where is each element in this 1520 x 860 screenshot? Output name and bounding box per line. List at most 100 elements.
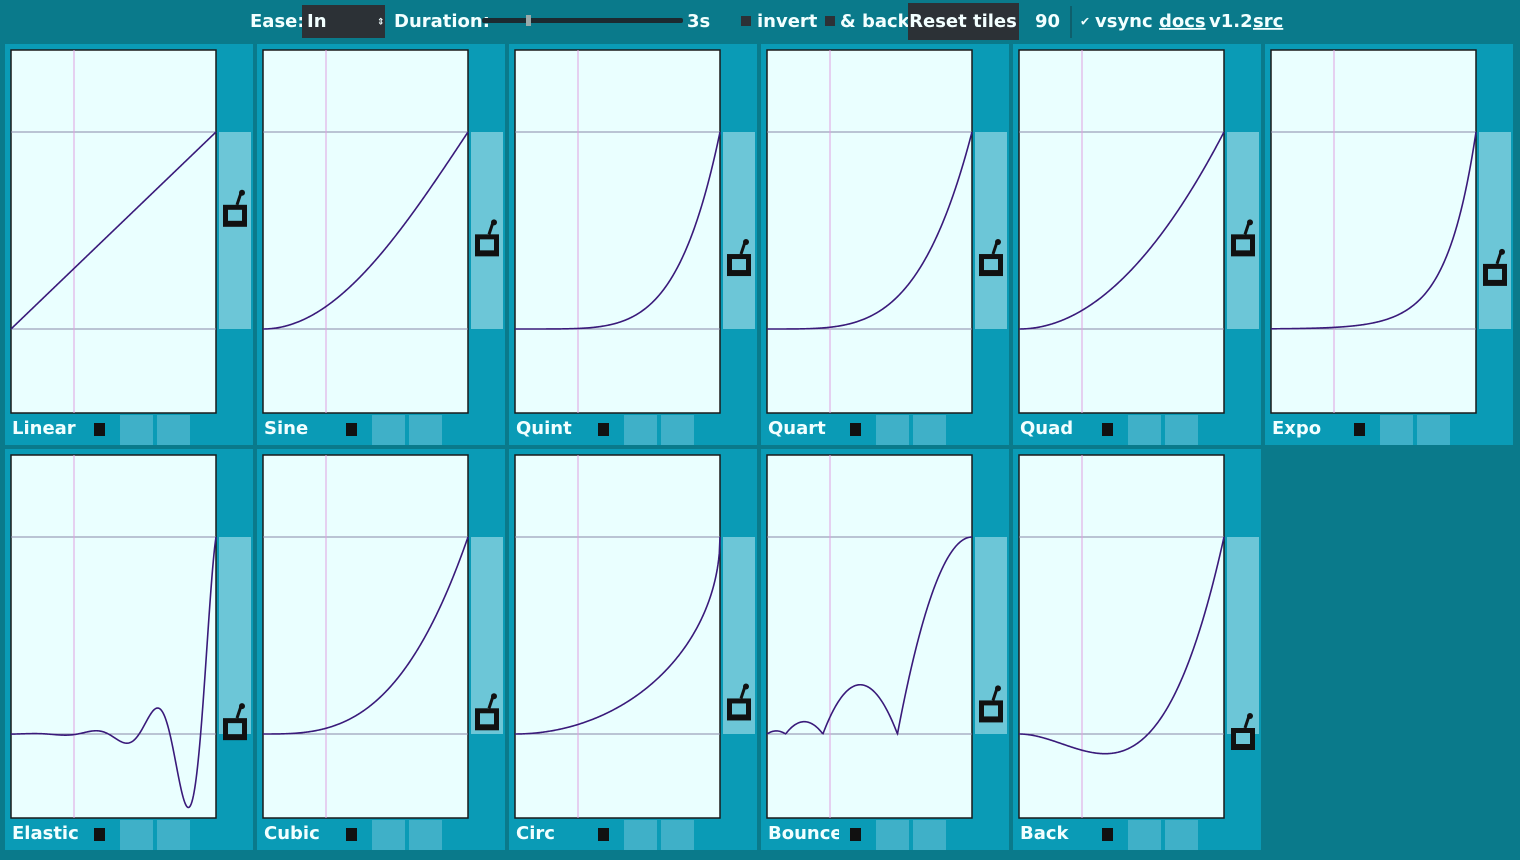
button-icon bbox=[1354, 423, 1365, 436]
plot bbox=[1018, 454, 1225, 819]
tile-label: Back bbox=[1020, 823, 1070, 844]
value-track bbox=[1479, 132, 1511, 329]
robot-antenna-tip bbox=[1247, 713, 1253, 719]
robot-antenna-tip bbox=[491, 219, 497, 226]
plot bbox=[514, 49, 721, 414]
tile-button[interactable] bbox=[157, 415, 190, 445]
robot-face bbox=[228, 209, 242, 221]
plot bbox=[766, 454, 973, 819]
tile-button[interactable] bbox=[1165, 820, 1198, 850]
tile-button[interactable] bbox=[1380, 415, 1413, 445]
robot-face bbox=[1236, 733, 1250, 744]
robot-antenna-tip bbox=[995, 239, 1001, 246]
duration-slider[interactable] bbox=[482, 18, 683, 23]
robot-antenna-tip bbox=[491, 693, 497, 700]
tile-button[interactable] bbox=[1128, 415, 1161, 445]
button-icon bbox=[1102, 828, 1113, 841]
ease-curve bbox=[10, 536, 217, 809]
tile-button[interactable] bbox=[372, 820, 405, 850]
tile-button[interactable] bbox=[661, 820, 694, 850]
robot-antenna-tip bbox=[743, 239, 749, 246]
separator bbox=[1070, 6, 1072, 38]
robot-face bbox=[1488, 268, 1502, 280]
value-track bbox=[471, 537, 503, 734]
plot bbox=[262, 454, 469, 819]
tile-button[interactable] bbox=[157, 820, 190, 850]
ease-curve bbox=[263, 131, 469, 330]
reset-label: Reset tiles bbox=[909, 11, 1017, 32]
fps: 90 bbox=[1035, 11, 1060, 32]
robot-face bbox=[984, 705, 998, 717]
value-track bbox=[1227, 537, 1259, 734]
tile-button[interactable] bbox=[876, 820, 909, 850]
tile-label: Cubic bbox=[264, 823, 320, 844]
plot bbox=[766, 49, 973, 414]
tile-label: Bounce bbox=[768, 823, 843, 844]
value-track bbox=[219, 132, 251, 329]
docs-link[interactable]: docs bbox=[1159, 11, 1206, 32]
ease-curve bbox=[1019, 131, 1225, 330]
value-track bbox=[975, 132, 1007, 329]
invert-checkbox[interactable] bbox=[741, 16, 751, 26]
button-icon bbox=[346, 423, 357, 436]
ease-label: Ease: bbox=[250, 11, 305, 32]
src-link[interactable]: src bbox=[1253, 11, 1283, 32]
reset-button[interactable] bbox=[908, 3, 1019, 40]
tile-button[interactable] bbox=[1165, 415, 1198, 445]
value-track bbox=[219, 537, 251, 734]
tile-label: Quint bbox=[516, 418, 572, 439]
tile-button[interactable] bbox=[1128, 820, 1161, 850]
button-icon bbox=[94, 423, 105, 436]
plot bbox=[1270, 49, 1477, 414]
back-label: & back bbox=[840, 11, 911, 32]
robot-antenna-tip bbox=[239, 189, 245, 196]
tile-button[interactable] bbox=[913, 415, 946, 445]
button-icon bbox=[346, 828, 357, 841]
button-icon bbox=[94, 828, 105, 841]
tile-button[interactable] bbox=[624, 415, 657, 445]
tile-button[interactable] bbox=[876, 415, 909, 445]
tile-label: Sine bbox=[264, 418, 308, 439]
tile-label: Circ bbox=[516, 823, 555, 844]
plot bbox=[1018, 49, 1225, 414]
tile-button[interactable] bbox=[409, 820, 442, 850]
ease-curve bbox=[766, 536, 973, 737]
tile-button[interactable] bbox=[120, 415, 153, 445]
ease-curve bbox=[10, 131, 217, 330]
plot bbox=[262, 49, 469, 414]
ease-select[interactable] bbox=[302, 5, 385, 38]
robot-antenna-tip bbox=[995, 685, 1001, 692]
tile-label: Quad bbox=[1020, 418, 1073, 439]
robot-face bbox=[984, 259, 998, 271]
robot-face bbox=[1236, 239, 1250, 251]
ease-curve bbox=[1270, 131, 1477, 330]
button-icon bbox=[598, 828, 609, 841]
robot-face bbox=[732, 703, 746, 715]
tile-button[interactable] bbox=[372, 415, 405, 445]
tile-button[interactable] bbox=[624, 820, 657, 850]
robot-antenna-tip bbox=[743, 683, 749, 690]
slider-handle[interactable] bbox=[526, 15, 531, 26]
tile-button[interactable] bbox=[120, 820, 153, 850]
version: v1.2 bbox=[1209, 11, 1253, 32]
tile-label: Linear bbox=[12, 418, 76, 439]
button-icon bbox=[850, 828, 861, 841]
back-checkbox[interactable] bbox=[825, 16, 835, 26]
robot-face bbox=[732, 259, 746, 271]
tile-button[interactable] bbox=[409, 415, 442, 445]
robot-antenna-tip bbox=[1247, 219, 1253, 226]
robot-face bbox=[228, 723, 242, 735]
robot-antenna-tip bbox=[1499, 248, 1505, 255]
tile-button[interactable] bbox=[1417, 415, 1450, 445]
value-track bbox=[723, 132, 755, 329]
tile-button[interactable] bbox=[661, 415, 694, 445]
tile-label: Expo bbox=[1272, 418, 1321, 439]
ease-curve bbox=[515, 131, 721, 330]
ease-curve bbox=[515, 536, 721, 735]
vsync-check[interactable]: ✔ bbox=[1080, 15, 1090, 29]
ease-curve bbox=[767, 131, 973, 330]
tile-label: Quart bbox=[768, 418, 826, 439]
tile-button[interactable] bbox=[913, 820, 946, 850]
robot-antenna-tip bbox=[239, 703, 245, 710]
